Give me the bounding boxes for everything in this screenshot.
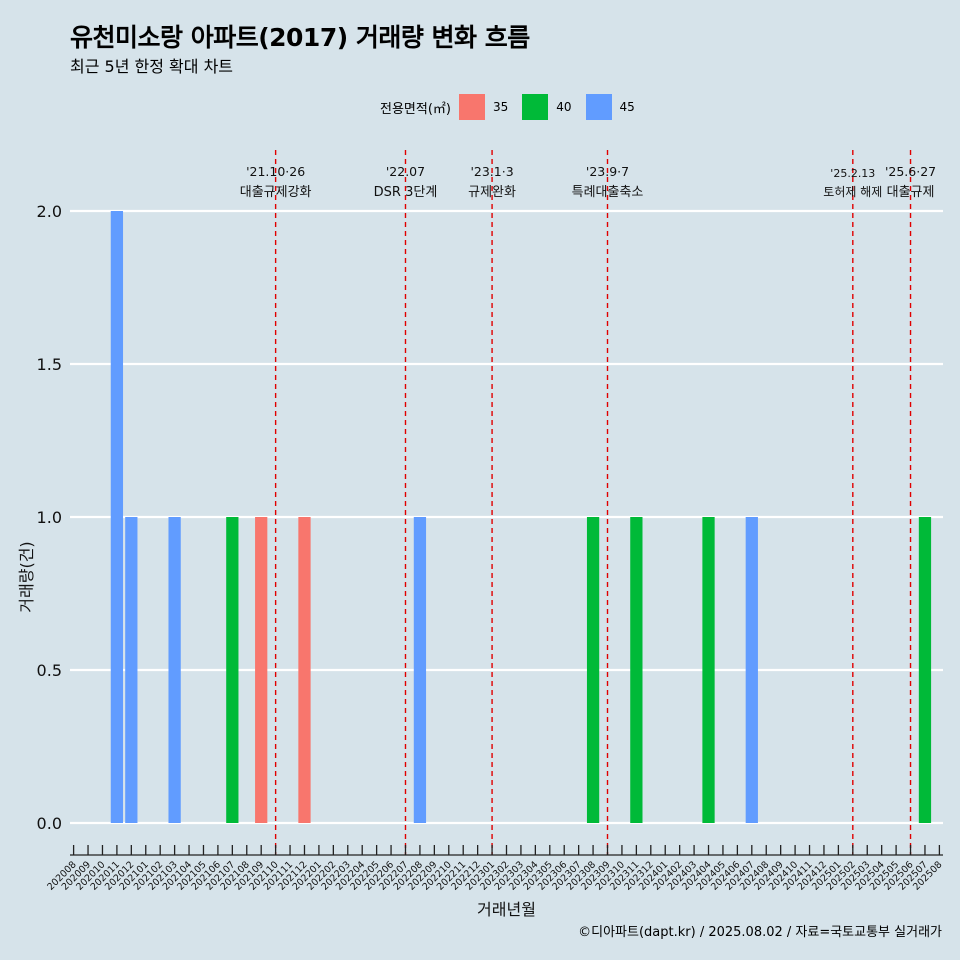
bar-202404-40 [702,517,715,823]
event-label-202506: 대출규제 [887,185,935,200]
event-date-202309: '23.9·7 [586,164,629,179]
axes: 0.00.51.01.52.02020082020092020102020112… [17,202,945,919]
event-date-202110: '21.10·26 [246,164,305,179]
bar-202208-45 [413,517,427,823]
y-tick-label: 2.0 [37,202,62,221]
chart-title: 유천미소랑 아파트(2017) 거래량 변화 흐름 [70,23,530,52]
y-tick-label: 1.5 [37,355,62,374]
legend-swatch-45 [585,94,612,120]
event-label-202301: 규제완화 [468,185,516,200]
event-date-202502: '25.2.13 [830,167,875,180]
legend-label-40: 40 [556,100,572,114]
event-date-202301: '23.1·3 [470,164,513,179]
bar-202407-45 [745,517,758,823]
event-label-202309: 특례대출축소 [572,185,644,200]
bar-202507-40 [918,517,932,823]
legend-label-45: 45 [619,100,635,114]
bar-202011-45 [110,211,124,823]
legend-item-40: 40 [522,94,579,120]
bars [110,211,932,823]
y-tick-label: 0.0 [37,814,62,833]
legend: 전용면적(㎡) 35 40 45 [380,93,649,121]
legend-swatch-35 [458,94,485,120]
y-axis-title: 거래량(건) [17,541,36,612]
legend-label-35: 35 [492,100,509,114]
gridlines [70,209,943,825]
x-axis-title: 거래년월 [477,900,536,919]
bar-202308-40 [586,517,600,823]
legend-swatch-40 [522,94,549,120]
bar-202012-45 [125,517,138,823]
bar-202311-40 [630,517,643,823]
chart-subtitle: 최근 5년 한정 확대 차트 [70,57,234,76]
event-label-202110: 대출규제강화 [240,185,312,200]
event-label-202207: DSR 3단계 [374,185,438,200]
bar-202112-35 [298,517,311,823]
event-date-202506: '25.6·27 [885,164,936,179]
legend-item-35: 35 [458,94,516,120]
bar-202109-35 [255,517,268,823]
event-lines: '21.10·26 대출규제강화 '22.07 DSR 3단계 '23.1·3 규제완화 '… [240,150,936,855]
event-label-202502: 토허제 해제 [823,185,882,199]
legend-title: 전용면적(㎡) [380,101,451,117]
y-tick-label: 0.5 [37,661,62,680]
legend-item-45: 45 [585,94,643,120]
event-date-202207: '22.07 [386,164,425,179]
y-tick-label: 1.0 [37,508,62,527]
bar-202107-40 [226,517,239,823]
bar-202103-45 [168,517,181,823]
chart-caption: ©디아파트(dapt.kr) / 2025.08.02 / 자료=국토교통부 실… [578,925,942,940]
